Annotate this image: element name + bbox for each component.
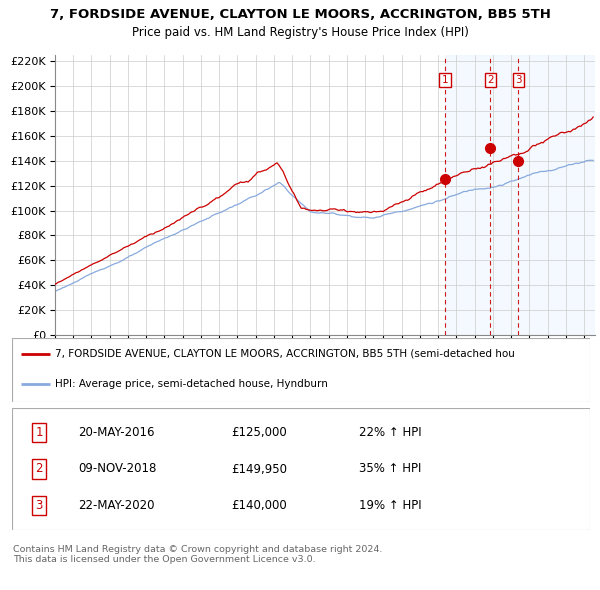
Text: £149,950: £149,950 [232,463,287,476]
Text: Price paid vs. HM Land Registry's House Price Index (HPI): Price paid vs. HM Land Registry's House … [131,26,469,39]
Bar [445,55,595,335]
Text: 09-NOV-2018: 09-NOV-2018 [79,463,157,476]
Text: 3: 3 [515,75,521,85]
Text: 20-MAY-2016: 20-MAY-2016 [79,426,155,439]
Text: £140,000: £140,000 [232,499,287,512]
Text: 7, FORDSIDE AVENUE, CLAYTON LE MOORS, ACCRINGTON, BB5 5TH (semi-detached hou: 7, FORDSIDE AVENUE, CLAYTON LE MOORS, AC… [55,349,515,359]
Text: 22% ↑ HPI: 22% ↑ HPI [359,426,421,439]
Text: 7, FORDSIDE AVENUE, CLAYTON LE MOORS, ACCRINGTON, BB5 5TH: 7, FORDSIDE AVENUE, CLAYTON LE MOORS, AC… [50,8,550,21]
Text: Contains HM Land Registry data © Crown copyright and database right 2024.
This d: Contains HM Land Registry data © Crown c… [13,545,383,565]
Text: 1: 1 [442,75,448,85]
Text: HPI: Average price, semi-detached house, Hyndburn: HPI: Average price, semi-detached house,… [55,379,328,389]
Text: £125,000: £125,000 [232,426,287,439]
Text: 22-MAY-2020: 22-MAY-2020 [79,499,155,512]
Text: 35% ↑ HPI: 35% ↑ HPI [359,463,421,476]
Text: 3: 3 [35,499,43,512]
Text: 19% ↑ HPI: 19% ↑ HPI [359,499,421,512]
Text: 2: 2 [487,75,494,85]
Text: 1: 1 [35,426,43,439]
Text: 2: 2 [35,463,43,476]
